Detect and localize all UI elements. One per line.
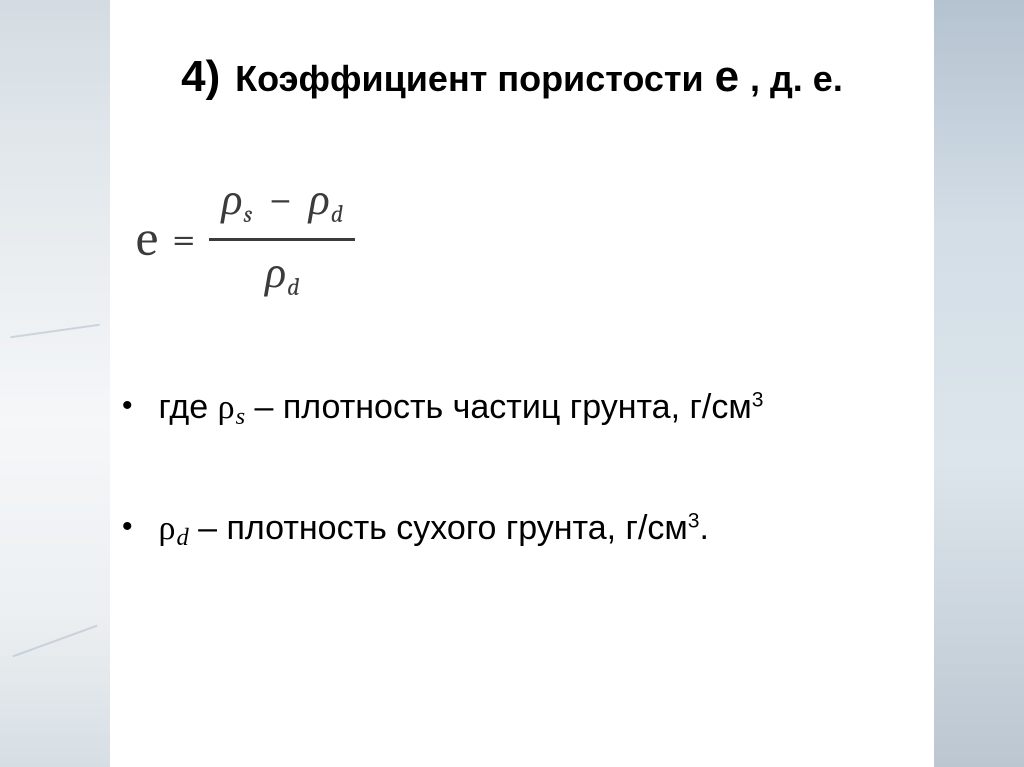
def-symbol: ρs <box>218 389 246 426</box>
slide-title: 4) Коэффициент пористости е , д. е. <box>80 52 944 102</box>
def-prefix: где <box>159 388 218 426</box>
unit-superscript: 3 <box>752 389 764 412</box>
def-desc: – плотность частиц грунта, г/см <box>245 388 752 426</box>
fraction-numerator: ρs − ρd <box>209 174 355 232</box>
definition-item: • где ρs – плотность частиц грунта, г/см… <box>122 386 944 433</box>
rho-s-num: ρs <box>221 178 252 228</box>
definition-item: • ρd – плотность сухого грунта, г/см3. <box>122 507 944 554</box>
definition-text: ρd – плотность сухого грунта, г/см3. <box>159 507 709 554</box>
formula-block: e = ρs − ρd ρd <box>136 174 944 304</box>
def-symbol: ρd <box>159 510 189 547</box>
bullet-icon: • <box>122 386 133 426</box>
slide-content: 4) Коэффициент пористости е , д. е. e = … <box>0 0 1024 554</box>
fraction-bar <box>209 238 355 241</box>
definition-text: где ρs – плотность частиц грунта, г/см3 <box>159 386 764 433</box>
title-suffix: , д. е. <box>750 58 843 99</box>
rho-d-den: ρd <box>265 251 300 301</box>
def-trailing: . <box>700 509 709 547</box>
title-main: Коэффициент пористости <box>235 58 704 99</box>
bullet-icon: • <box>122 507 133 547</box>
formula-fraction: ρs − ρd ρd <box>209 174 355 304</box>
title-variable: е <box>715 52 739 101</box>
definitions-list: • где ρs – плотность частиц грунта, г/см… <box>122 386 944 553</box>
def-desc: – плотность сухого грунта, г/см <box>189 509 688 547</box>
unit-superscript: 3 <box>688 509 700 532</box>
title-number: 4) <box>181 52 220 101</box>
formula-equals: = <box>172 215 195 264</box>
minus-sign: − <box>268 178 292 222</box>
fraction-denominator: ρd <box>253 247 312 305</box>
rho-d-num: ρd <box>309 178 344 228</box>
formula: e = ρs − ρd ρd <box>136 174 944 304</box>
formula-lhs: e <box>136 210 158 268</box>
